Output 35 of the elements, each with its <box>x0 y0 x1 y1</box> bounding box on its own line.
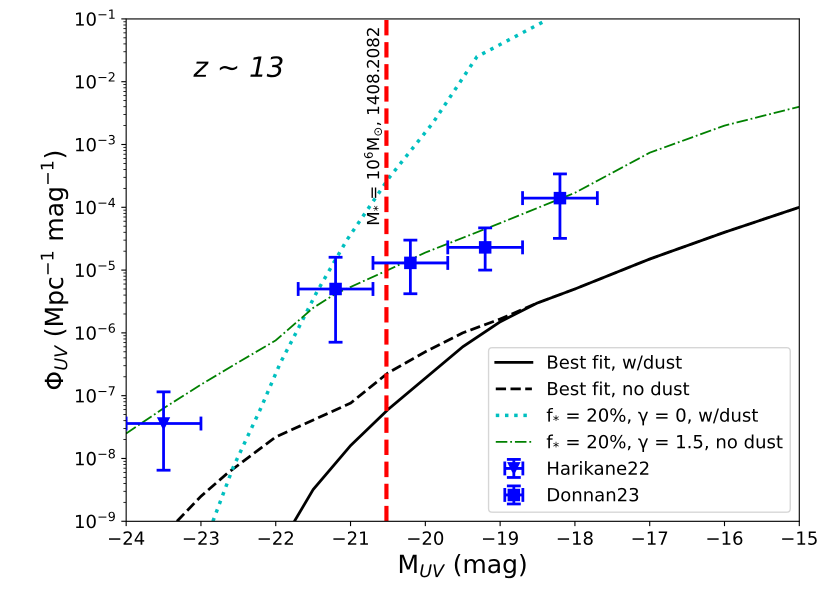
x-axis-title: M$_{UV}$ (mag) <box>400 554 526 578</box>
x-tick-label: −16 <box>707 531 742 545</box>
x-tick-label: −17 <box>632 532 668 545</box>
x-tick-label: −20 <box>408 531 444 545</box>
point <box>404 256 417 270</box>
x-tick-label: −23 <box>184 531 219 545</box>
x-tick-label: −15 <box>782 532 817 545</box>
y-tick-label: 10$^{−1}$ <box>76 10 115 26</box>
x-tick-label: −22 <box>258 531 293 545</box>
legend-label: f$_{*}$ = 20%, γ = 0, w/dust <box>546 408 758 426</box>
y-tick-label: 10$^{−5}$ <box>76 260 115 278</box>
x-tick-label: −19 <box>482 531 518 545</box>
x-tick-label: −21 <box>333 531 368 545</box>
legend-label: Best fit, no dust <box>548 381 690 398</box>
y-tick-label: 10$^{−3}$ <box>76 134 115 152</box>
legend-label: Best fit, w/dust <box>548 354 682 371</box>
x-tick-label: −24 <box>109 531 144 545</box>
x-tick-label: −18 <box>558 531 593 545</box>
point <box>478 241 492 254</box>
y-tick-label: 10$^{−9}$ <box>76 512 115 528</box>
line-series <box>211 20 544 522</box>
y-tick-label: 10$^{−4}$ <box>76 198 116 214</box>
y-axis-title: Φ$_{UV}$ (Mpc$^{−1}$ mag$^{−1}$) <box>40 152 68 390</box>
point <box>554 192 566 204</box>
y-tick-label: 10$^{−8}$ <box>76 448 115 466</box>
y-tick-label: 10$^{−6}$ <box>76 323 115 340</box>
legend-label: Donnan23 <box>548 488 638 502</box>
point <box>157 417 170 430</box>
annotation: z ~ 13 <box>193 56 283 78</box>
point <box>329 282 342 296</box>
legend-label: f$_{*}$ = 20%, γ = 1.5, no dust <box>546 434 783 452</box>
y-tick-label: 10$^{−2}$ <box>76 72 115 89</box>
legend-label: Harikane22 <box>548 461 648 476</box>
annotation: M$_{*}$ = 10$^{6}$M$_{⊙}$, 1408.2082 <box>364 28 382 224</box>
y-tick-label: 10$^{−7}$ <box>76 386 115 403</box>
